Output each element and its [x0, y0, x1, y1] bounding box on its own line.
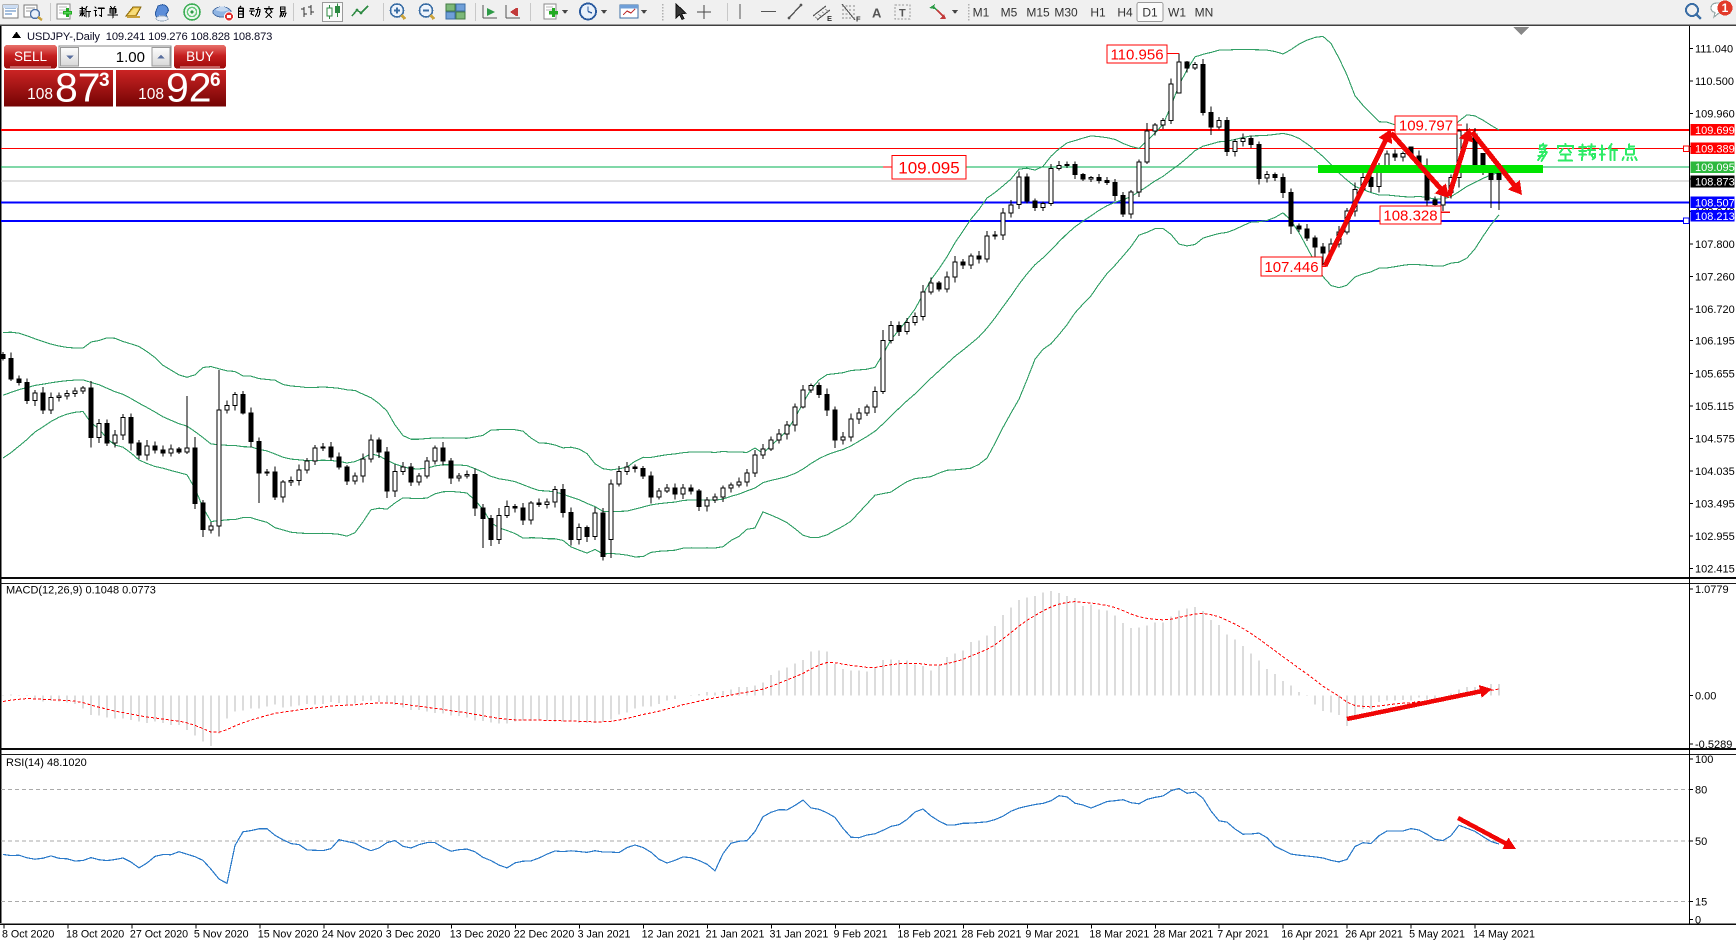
svg-text:102.955: 102.955	[1695, 531, 1735, 543]
svg-text:M1: M1	[973, 6, 990, 20]
svg-text:18 Feb 2021: 18 Feb 2021	[897, 929, 957, 941]
svg-text:MACD(12,26,9) 0.1048 0.0773: MACD(12,26,9) 0.1048 0.0773	[6, 585, 156, 597]
svg-text:108.873: 108.873	[1695, 177, 1735, 189]
svg-text:108: 108	[27, 86, 53, 103]
svg-text:0.00: 0.00	[1695, 690, 1716, 702]
svg-text:M5: M5	[1001, 6, 1018, 20]
svg-text:18 Mar 2021: 18 Mar 2021	[1089, 929, 1149, 941]
svg-text:105.655: 105.655	[1695, 368, 1735, 380]
svg-text:USDJPY-,Daily 109.241 109.276: USDJPY-,Daily 109.241 109.276 108.828 10…	[27, 31, 272, 43]
svg-text:27 Oct 2020: 27 Oct 2020	[130, 929, 188, 941]
svg-text:102.415: 102.415	[1695, 564, 1735, 576]
svg-text:107.446: 107.446	[1264, 259, 1318, 276]
svg-text:18 Oct 2020: 18 Oct 2020	[66, 929, 124, 941]
svg-text:80: 80	[1695, 784, 1707, 796]
svg-text:T: T	[899, 8, 906, 20]
svg-text:104.035: 104.035	[1695, 466, 1735, 478]
svg-text:107.800: 107.800	[1695, 239, 1735, 251]
svg-text:W1: W1	[1168, 6, 1186, 20]
svg-text:D1: D1	[1142, 6, 1158, 20]
svg-text:1: 1	[1722, 1, 1729, 15]
svg-text:108.213: 108.213	[1695, 211, 1735, 223]
svg-text:109.389: 109.389	[1695, 143, 1735, 155]
svg-text:28 Feb 2021: 28 Feb 2021	[961, 929, 1021, 941]
svg-text:F: F	[856, 15, 861, 24]
svg-text:107.260: 107.260	[1695, 272, 1735, 284]
svg-text:24 Nov 2020: 24 Nov 2020	[322, 929, 383, 941]
svg-text:31 Jan 2021: 31 Jan 2021	[770, 929, 829, 941]
svg-text:6: 6	[210, 70, 221, 91]
svg-text:105.115: 105.115	[1695, 401, 1734, 413]
svg-text:109.960: 109.960	[1695, 109, 1735, 121]
svg-text:106.195: 106.195	[1695, 336, 1735, 348]
svg-text:28 Mar 2021: 28 Mar 2021	[1153, 929, 1213, 941]
svg-text:5 May 2021: 5 May 2021	[1409, 929, 1465, 941]
svg-text:9 Feb 2021: 9 Feb 2021	[834, 929, 888, 941]
svg-text:108.507: 108.507	[1695, 197, 1735, 209]
svg-text:21 Jan 2021: 21 Jan 2021	[706, 929, 765, 941]
svg-text:15: 15	[1695, 896, 1707, 908]
svg-text:109.095: 109.095	[1695, 162, 1735, 174]
svg-text:7 Apr 2021: 7 Apr 2021	[1217, 929, 1269, 941]
svg-text:5 Nov 2020: 5 Nov 2020	[194, 929, 249, 941]
svg-text:E: E	[827, 14, 832, 23]
svg-text:A: A	[872, 6, 882, 21]
svg-text:16 Apr 2021: 16 Apr 2021	[1281, 929, 1339, 941]
svg-text:111.040: 111.040	[1695, 44, 1733, 56]
svg-text:M15: M15	[1026, 6, 1050, 20]
svg-text:110.500: 110.500	[1695, 76, 1734, 88]
svg-text:1.00: 1.00	[116, 49, 145, 66]
svg-text:109.797: 109.797	[1399, 117, 1453, 134]
svg-text:26 Apr 2021: 26 Apr 2021	[1345, 929, 1403, 941]
svg-text:0: 0	[1695, 915, 1701, 927]
svg-text:1.0779: 1.0779	[1695, 584, 1729, 596]
svg-text:13 Dec 2020: 13 Dec 2020	[450, 929, 511, 941]
svg-text:22 Dec 2020: 22 Dec 2020	[514, 929, 575, 941]
svg-text:15 Nov 2020: 15 Nov 2020	[258, 929, 319, 941]
svg-text:H4: H4	[1117, 6, 1133, 20]
svg-text:BUY: BUY	[186, 49, 214, 64]
svg-text:RSI(14) 48.1020: RSI(14) 48.1020	[6, 757, 87, 769]
svg-text:14 May 2021: 14 May 2021	[1473, 929, 1535, 941]
svg-text:109.699: 109.699	[1695, 125, 1735, 137]
svg-text:106.720: 106.720	[1695, 304, 1735, 316]
svg-text:92: 92	[166, 65, 212, 111]
svg-text:M30: M30	[1054, 6, 1078, 20]
svg-text:9 Mar 2021: 9 Mar 2021	[1025, 929, 1079, 941]
svg-text:103.495: 103.495	[1695, 499, 1735, 511]
svg-text:3: 3	[99, 70, 110, 91]
svg-text:100: 100	[1695, 754, 1713, 766]
svg-text:8 Oct 2020: 8 Oct 2020	[2, 929, 54, 941]
svg-text:SELL: SELL	[14, 49, 48, 64]
svg-text:-0.5289: -0.5289	[1695, 739, 1732, 751]
svg-text:108.328: 108.328	[1383, 207, 1437, 224]
svg-text:MN: MN	[1195, 6, 1214, 20]
svg-text:110.956: 110.956	[1110, 46, 1163, 63]
svg-text:109.095: 109.095	[898, 158, 959, 177]
svg-text:3 Jan 2021: 3 Jan 2021	[578, 929, 631, 941]
svg-text:87: 87	[55, 65, 101, 111]
svg-text:108: 108	[138, 86, 164, 103]
svg-text:104.575: 104.575	[1695, 433, 1735, 445]
svg-text:H1: H1	[1090, 6, 1106, 20]
svg-text:50: 50	[1695, 836, 1707, 848]
svg-text:12 Jan 2021: 12 Jan 2021	[642, 929, 701, 941]
svg-text:3 Dec 2020: 3 Dec 2020	[386, 929, 441, 941]
